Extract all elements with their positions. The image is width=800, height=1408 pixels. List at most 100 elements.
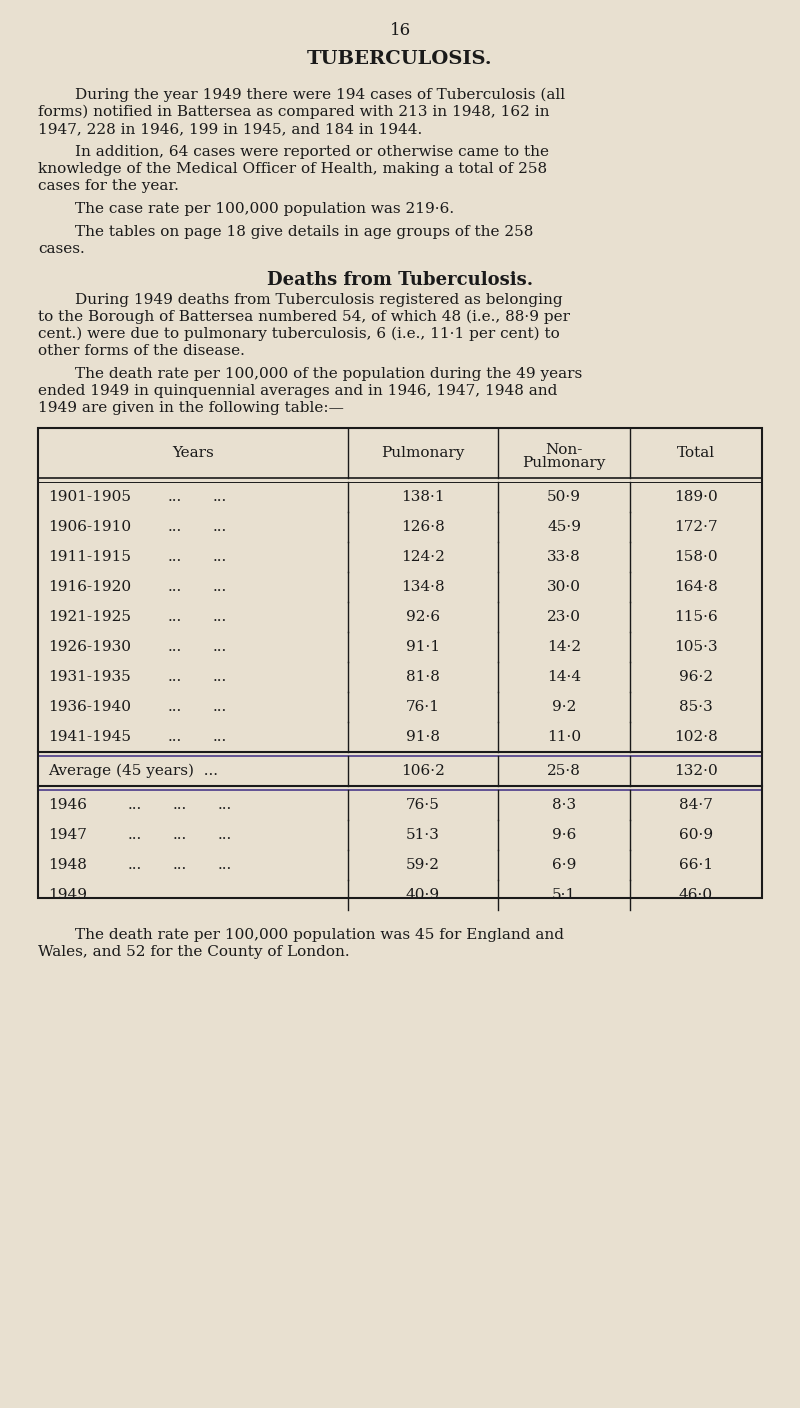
Text: In addition, 64 cases were reported or otherwise came to the: In addition, 64 cases were reported or o… <box>75 145 549 159</box>
Text: 76·5: 76·5 <box>406 798 440 812</box>
Text: ...: ... <box>218 798 232 812</box>
Text: Pulmonary: Pulmonary <box>382 446 465 460</box>
Text: cases for the year.: cases for the year. <box>38 179 179 193</box>
Text: During the year 1949 there were 194 cases of Tuberculosis (all: During the year 1949 there were 194 case… <box>75 87 565 103</box>
Text: 1916-1920: 1916-1920 <box>48 580 131 594</box>
Text: Wales, and 52 for the County of London.: Wales, and 52 for the County of London. <box>38 945 350 959</box>
Text: 45·9: 45·9 <box>547 520 581 534</box>
Text: ...: ... <box>218 828 232 842</box>
Text: 84·7: 84·7 <box>679 798 713 812</box>
Text: 1949 are given in the following table:—: 1949 are given in the following table:— <box>38 401 344 415</box>
Text: ...: ... <box>168 520 182 534</box>
Text: Total: Total <box>677 446 715 460</box>
Text: 126·8: 126·8 <box>401 520 445 534</box>
Text: 9·6: 9·6 <box>552 828 576 842</box>
Text: 16: 16 <box>390 23 410 39</box>
Text: 59·2: 59·2 <box>406 857 440 872</box>
Bar <box>38 428 762 898</box>
Text: 1947, 228 in 1946, 199 in 1945, and 184 in 1944.: 1947, 228 in 1946, 199 in 1945, and 184 … <box>38 122 422 137</box>
Text: 14·2: 14·2 <box>547 641 581 653</box>
Text: 76·1: 76·1 <box>406 700 440 714</box>
Text: 6·9: 6·9 <box>552 857 576 872</box>
Text: ...: ... <box>168 490 182 504</box>
Text: 1941-1945: 1941-1945 <box>48 729 131 743</box>
Text: 5·1: 5·1 <box>552 888 576 903</box>
Text: ...: ... <box>213 729 227 743</box>
Text: ...: ... <box>213 641 227 653</box>
Text: 91·8: 91·8 <box>406 729 440 743</box>
Text: ...: ... <box>168 670 182 684</box>
Text: The case rate per 100,000 population was 219·6.: The case rate per 100,000 population was… <box>75 201 454 215</box>
Text: ...: ... <box>173 828 187 842</box>
Text: cases.: cases. <box>38 242 85 256</box>
Text: 91·1: 91·1 <box>406 641 440 653</box>
Text: cent.) were due to pulmonary tuberculosis, 6 (i.e., 11·1 per cent) to: cent.) were due to pulmonary tuberculosi… <box>38 327 560 341</box>
Text: ...: ... <box>173 857 187 872</box>
Text: 132·0: 132·0 <box>674 765 718 779</box>
Text: 1911-1915: 1911-1915 <box>48 551 131 565</box>
Text: 1901-1905: 1901-1905 <box>48 490 131 504</box>
Text: During 1949 deaths from Tuberculosis registered as belonging: During 1949 deaths from Tuberculosis reg… <box>75 293 562 307</box>
Text: 1936-1940: 1936-1940 <box>48 700 131 714</box>
Text: 11·0: 11·0 <box>547 729 581 743</box>
Text: Years: Years <box>172 446 214 460</box>
Text: Average (45 years)  ...: Average (45 years) ... <box>48 765 218 779</box>
Text: ...: ... <box>128 888 142 903</box>
Text: other forms of the disease.: other forms of the disease. <box>38 344 245 358</box>
Text: ...: ... <box>213 670 227 684</box>
Text: ...: ... <box>218 888 232 903</box>
Text: ...: ... <box>213 610 227 624</box>
Text: 172·7: 172·7 <box>674 520 718 534</box>
Text: ...: ... <box>168 700 182 714</box>
Text: to the Borough of Battersea numbered 54, of which 48 (i.e., 88·9 per: to the Borough of Battersea numbered 54,… <box>38 310 570 324</box>
Text: ...: ... <box>213 700 227 714</box>
Text: 92·6: 92·6 <box>406 610 440 624</box>
Text: 115·6: 115·6 <box>674 610 718 624</box>
Text: ...: ... <box>173 798 187 812</box>
Text: The death rate per 100,000 of the population during the 49 years: The death rate per 100,000 of the popula… <box>75 367 582 382</box>
Text: 1931-1935: 1931-1935 <box>48 670 130 684</box>
Text: 105·3: 105·3 <box>674 641 718 653</box>
Text: 96·2: 96·2 <box>679 670 713 684</box>
Text: 1947: 1947 <box>48 828 87 842</box>
Text: ...: ... <box>168 729 182 743</box>
Text: 106·2: 106·2 <box>401 765 445 779</box>
Text: 33·8: 33·8 <box>547 551 581 565</box>
Text: ...: ... <box>213 580 227 594</box>
Text: 40·9: 40·9 <box>406 888 440 903</box>
Text: 1926-1930: 1926-1930 <box>48 641 131 653</box>
Text: 51·3: 51·3 <box>406 828 440 842</box>
Text: ...: ... <box>168 580 182 594</box>
Text: ...: ... <box>168 551 182 565</box>
Text: 1946: 1946 <box>48 798 87 812</box>
Text: 134·8: 134·8 <box>401 580 445 594</box>
Text: 46·0: 46·0 <box>679 888 713 903</box>
Text: 8·3: 8·3 <box>552 798 576 812</box>
Text: 1921-1925: 1921-1925 <box>48 610 131 624</box>
Text: 1949: 1949 <box>48 888 87 903</box>
Text: 138·1: 138·1 <box>401 490 445 504</box>
Text: ...: ... <box>128 857 142 872</box>
Text: 25·8: 25·8 <box>547 765 581 779</box>
Text: ...: ... <box>213 551 227 565</box>
Text: TUBERCULOSIS.: TUBERCULOSIS. <box>307 51 493 68</box>
Text: The tables on page 18 give details in age groups of the 258: The tables on page 18 give details in ag… <box>75 225 534 239</box>
Text: ...: ... <box>128 798 142 812</box>
Text: 9·2: 9·2 <box>552 700 576 714</box>
Text: 50·9: 50·9 <box>547 490 581 504</box>
Text: ...: ... <box>213 520 227 534</box>
Text: 85·3: 85·3 <box>679 700 713 714</box>
Text: 189·0: 189·0 <box>674 490 718 504</box>
Text: 81·8: 81·8 <box>406 670 440 684</box>
Text: 164·8: 164·8 <box>674 580 718 594</box>
Text: 1948: 1948 <box>48 857 87 872</box>
Text: ...: ... <box>168 610 182 624</box>
Text: ...: ... <box>213 490 227 504</box>
Text: Non-: Non- <box>546 444 582 458</box>
Text: ...: ... <box>218 857 232 872</box>
Text: 30·0: 30·0 <box>547 580 581 594</box>
Text: ...: ... <box>128 828 142 842</box>
Text: The death rate per 100,000 population was 45 for England and: The death rate per 100,000 population wa… <box>75 928 564 942</box>
Text: 102·8: 102·8 <box>674 729 718 743</box>
Text: Deaths from Tuberculosis.: Deaths from Tuberculosis. <box>267 270 533 289</box>
